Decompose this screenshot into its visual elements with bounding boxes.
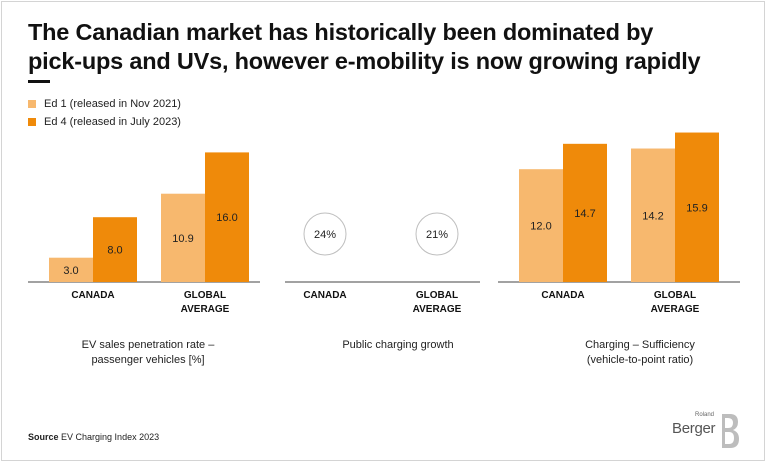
source-text: EV Charging Index 2023 (61, 432, 160, 442)
growth-label-2: 21% (426, 229, 448, 241)
data-label-p1-c1-s1: 3.0 (63, 265, 78, 277)
data-label-p1-c1-s2: 8.0 (107, 245, 122, 257)
bar-p3-c1-s1 (519, 169, 563, 282)
logo-small-text: Roland (694, 412, 714, 418)
growth-circle-2 (415, 212, 459, 256)
title-line-2: pick-ups and UVs, however e-mobility is … (28, 48, 701, 74)
category-label-p3-c2-l2: AVERAGE (651, 304, 700, 315)
source-label: Source (28, 432, 59, 442)
legend-label-ed4: Ed 4 (released in July 2023) (44, 116, 181, 128)
legend-label-ed1: Ed 1 (released in Nov 2021) (44, 98, 181, 110)
bar-p1-c2-s1 (161, 193, 205, 282)
legend-item-ed4: Ed 4 (released in July 2023) (28, 113, 181, 131)
category-label-p2-c2-l1: GLOBAL (416, 290, 458, 301)
bar-p1-c1-s1 (49, 257, 93, 282)
category-label-p2-c2-l2: AVERAGE (413, 304, 462, 315)
panel-caption-3-l2: (vehicle-to-point ratio) (587, 354, 693, 366)
category-label-p3-c1-l1: CANADA (541, 290, 584, 301)
legend-item-ed1: Ed 1 (released in Nov 2021) (28, 95, 181, 113)
category-label-p1-c2-l2: AVERAGE (181, 304, 230, 315)
legend-swatch-ed1 (28, 100, 36, 108)
growth-circle-1 (303, 212, 347, 256)
bar-p3-c2-s1 (631, 148, 675, 282)
growth-label-1: 24% (314, 229, 336, 241)
roland-berger-logo: Roland Berger (672, 410, 742, 450)
data-label-p1-c2-s1: 10.9 (172, 233, 193, 245)
data-label-p1-c2-s2: 16.0 (216, 212, 237, 224)
panel-caption-3-l1: Charging – Sufficiency (585, 339, 695, 351)
panel-caption-1-l1: EV sales penetration rate – (82, 339, 216, 351)
bar-p1-c1-s2 (93, 217, 137, 282)
data-label-p3-c1-s2: 14.7 (574, 208, 595, 220)
data-label-p3-c2-s1: 14.2 (642, 210, 663, 222)
logo-b-mark (722, 414, 739, 448)
data-label-p3-c2-s2: 15.9 (686, 202, 707, 214)
chart-legend: Ed 1 (released in Nov 2021) Ed 4 (releas… (28, 95, 181, 131)
title-underline (28, 80, 50, 83)
panel-caption-2-l1: Public charging growth (342, 339, 453, 351)
category-label-p2-c1-l1: CANADA (303, 290, 346, 301)
page-title: The Canadian market has historically bee… (28, 18, 748, 76)
panel-caption-1-l2: passenger vehicles [%] (91, 354, 204, 366)
category-label-p1-c1-l1: CANADA (71, 290, 114, 301)
logo-word-text: Berger (672, 420, 716, 437)
bar-p3-c1-s2 (563, 143, 607, 282)
bar-p1-c2-s2 (205, 152, 249, 282)
category-label-p1-c2-l1: GLOBAL (184, 290, 226, 301)
data-label-p3-c1-s1: 12.0 (530, 221, 551, 233)
category-label-p3-c2-l1: GLOBAL (654, 290, 696, 301)
source-note: Source EV Charging Index 2023 (28, 432, 159, 442)
title-line-1: The Canadian market has historically bee… (28, 19, 654, 45)
legend-swatch-ed4 (28, 118, 36, 126)
bar-p3-c2-s2 (675, 132, 719, 282)
